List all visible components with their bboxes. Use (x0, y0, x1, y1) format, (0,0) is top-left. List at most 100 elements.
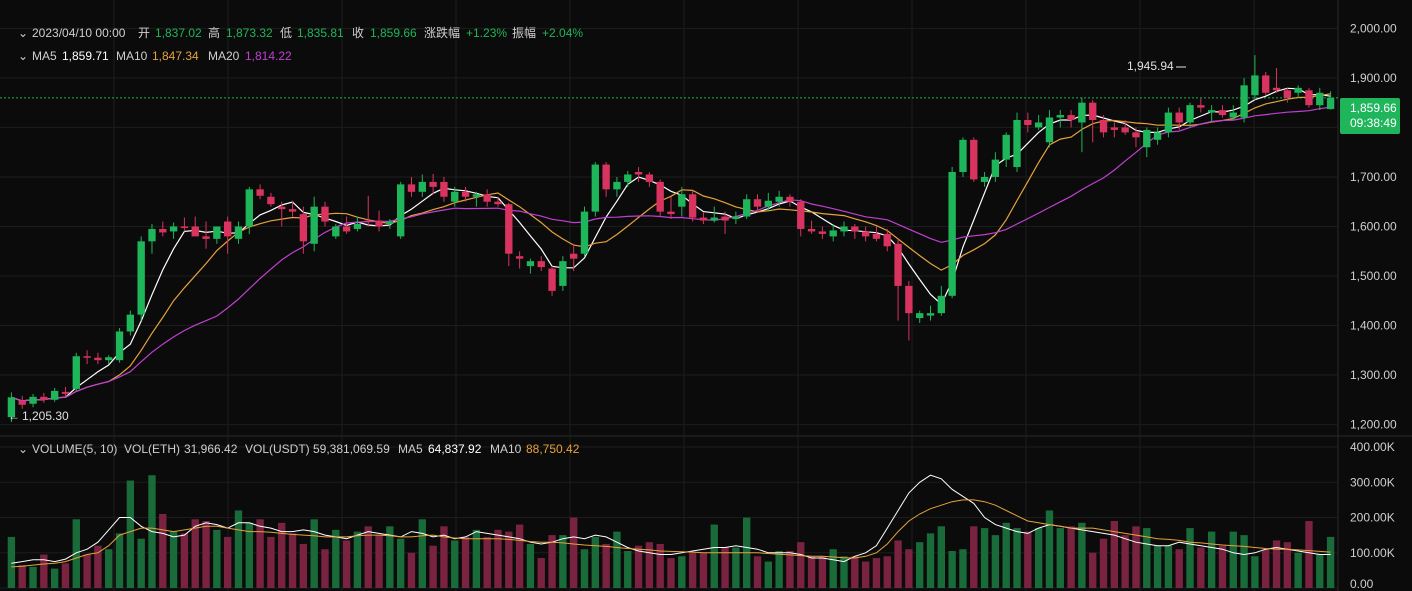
collapse-chevron-icon[interactable]: ⌄ (18, 442, 28, 456)
candle-body (807, 228, 816, 232)
candle-body (256, 189, 264, 196)
candle-body (148, 228, 156, 242)
price-tick-label: 1,400.00 (1350, 319, 1397, 333)
candle (115, 328, 124, 363)
volume-bar (1294, 552, 1302, 588)
volume-bar (40, 554, 48, 588)
candle (991, 152, 1000, 182)
candle (321, 201, 329, 227)
candle (234, 221, 243, 244)
candle-body (310, 206, 318, 244)
candle (905, 280, 913, 341)
volume-bar (1024, 531, 1032, 588)
low-label: 低 (280, 26, 292, 40)
ma5-label: MA5 (32, 49, 57, 63)
candle (472, 191, 481, 207)
candle-body (624, 174, 632, 182)
candle-body (1099, 120, 1108, 133)
volume-bar (332, 529, 340, 588)
candle-body (1229, 112, 1237, 118)
volume-bar (764, 561, 772, 588)
candle (526, 258, 535, 274)
candle (1153, 127, 1162, 145)
candle (894, 238, 902, 321)
volume-bar (570, 517, 578, 588)
candle-body (1067, 115, 1075, 120)
candle-body (980, 176, 989, 182)
volume-bar (624, 551, 632, 588)
ma10-value: 1,847.34 (152, 49, 199, 63)
candle (570, 243, 578, 272)
candle (797, 199, 805, 237)
candle (948, 167, 956, 299)
volume-bar (721, 547, 729, 588)
volume-bar (840, 556, 848, 588)
candle (1272, 68, 1281, 93)
collapse-chevron-icon[interactable]: ⌄ (18, 26, 28, 40)
candle (429, 173, 437, 195)
candle (602, 162, 610, 197)
candle-body (1132, 132, 1140, 138)
candle (1099, 115, 1108, 138)
candle-body (1186, 105, 1194, 123)
volume-bar (829, 549, 837, 588)
volume-bar (861, 561, 870, 588)
volume-bar (1316, 554, 1324, 588)
candle-body (797, 201, 805, 229)
price-tag-countdown: 09:38:49 (1350, 116, 1397, 130)
candle-body (851, 226, 859, 232)
change-label: 涨跌幅 (424, 25, 460, 40)
candle-body (1251, 75, 1259, 96)
candle (396, 181, 405, 239)
volume-bar (418, 519, 426, 588)
volume-bar (1143, 528, 1151, 588)
volume-bar (1089, 552, 1097, 588)
candle (678, 186, 686, 217)
candle-body (267, 196, 275, 205)
volume-bar (1034, 528, 1043, 588)
volume-bar (678, 556, 686, 588)
candle (970, 137, 978, 182)
volume-tick-label: 300.00K (1350, 475, 1395, 489)
candle (180, 217, 189, 232)
vol-eth-value: 31,966.42 (184, 442, 238, 456)
ma5-value: 1,859.71 (62, 49, 109, 63)
volume-bar (1045, 510, 1054, 588)
candle-body (1283, 90, 1292, 98)
volume-bar (256, 519, 264, 588)
vol-ma10-label: MA10 (490, 442, 522, 456)
candle-body (375, 220, 383, 227)
candle (721, 211, 729, 234)
candle-body (169, 226, 178, 232)
volume-bar (1218, 545, 1227, 588)
volume-bar (688, 552, 697, 588)
candle-body (916, 313, 924, 319)
ma10-line (11, 93, 1331, 402)
current-price-tag: 1,859.66 09:38:49 (1340, 98, 1400, 134)
candle (743, 194, 751, 220)
candle-body (234, 226, 243, 239)
ma20-label: MA20 (208, 49, 240, 63)
volume-bar (1067, 526, 1075, 588)
amplitude-label: 振幅 (512, 25, 536, 40)
candle-body (591, 164, 599, 212)
candle-body (1175, 112, 1183, 123)
candle-body (515, 256, 524, 259)
candle (451, 186, 459, 207)
volume-bar (1013, 528, 1021, 588)
candle (753, 194, 762, 212)
volume-bar (732, 547, 740, 588)
volume-bar (1121, 535, 1129, 588)
candle-body (386, 221, 394, 224)
collapse-chevron-icon[interactable]: ⌄ (18, 49, 28, 63)
candle-body (753, 199, 762, 207)
volume-bar (1186, 528, 1194, 588)
volume-bar (7, 536, 16, 588)
candle (872, 226, 881, 242)
candle-body (299, 214, 308, 242)
close-label: 收 (352, 26, 364, 40)
volume-bar (202, 521, 210, 588)
volume-ma-lines (11, 474, 1331, 568)
